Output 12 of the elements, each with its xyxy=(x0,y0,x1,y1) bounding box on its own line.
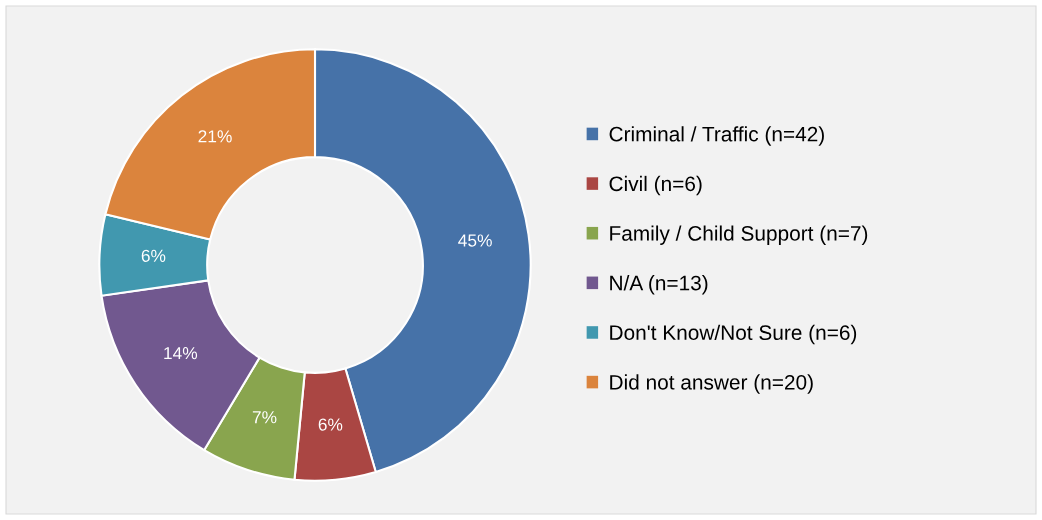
data-label: 7% xyxy=(252,411,277,424)
legend-label: Criminal / Traffic (n=42) xyxy=(609,126,824,146)
legend-label: Did not answer (n=20) xyxy=(610,374,813,394)
data-label: 14% xyxy=(164,347,198,360)
data-label: 6% xyxy=(141,249,166,262)
legend-label: Don't Know/Not Sure (n=6) xyxy=(610,324,857,345)
data-label: 45% xyxy=(458,234,492,247)
legend-label: N/A (n=13) xyxy=(610,275,708,295)
legend-label: Family / Child Support (n=7) xyxy=(610,225,868,245)
data-label: 21% xyxy=(198,130,232,143)
legend-label: Civil (n=6) xyxy=(609,175,702,196)
data-label: 6% xyxy=(318,418,343,431)
